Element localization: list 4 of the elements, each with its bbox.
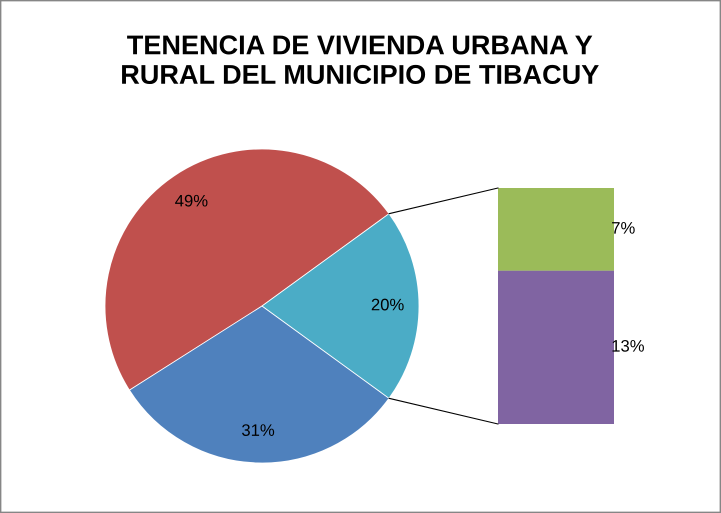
chart-title: TENENCIA DE VIVIENDA URBANA Y RURAL DEL MUNICIPIO DE TIBACUY <box>122 35 599 84</box>
data-label: 20% <box>372 298 404 310</box>
data-label: 31% <box>242 424 274 436</box>
data-label: 49% <box>175 194 208 207</box>
